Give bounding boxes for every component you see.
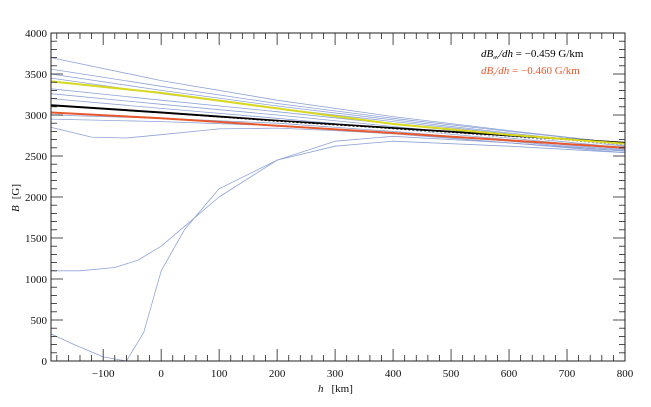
y-tick-label: 4000 [25,28,48,40]
x-tick-label: 0 [158,368,164,380]
series-line-14 [51,111,625,149]
series-line-0 [51,57,625,145]
y-tick-label: 2500 [25,151,48,163]
series-line-13 [51,106,625,146]
annotation-dBr: dBr/dh = −0.460 G/km [481,65,580,78]
axes: 0 500 1000 1500 2000 2500 3000 3500 4000 −100 0 100… [25,28,634,380]
plot-curves [51,57,625,361]
y-tick-label: 3000 [25,110,48,122]
series-line-10 [51,135,625,272]
y-tick-label: 2000 [25,192,48,204]
x-tick-label: 600 [501,368,518,380]
y-tick-label: 0 [42,356,48,368]
x-axis-label: h [km] [318,383,353,395]
series-line-4 [51,88,625,149]
series-line-9 [51,126,625,152]
axis-labels: h [km] B[G] [10,184,353,395]
series-line-5 [51,93,625,150]
series-line-15 [51,80,625,145]
series-line-11 [51,140,625,361]
annotation-dBav: dBav/dh = −0.459 G/km [481,48,584,61]
legend-annotations: dBav/dh = −0.459 G/km dBr/dh = −0.460 G/… [481,48,584,78]
x-tick-label: 100 [211,368,228,380]
x-tick-label: 800 [617,368,634,380]
y-axis-label: B[G] [10,184,22,212]
y-tick-label: 500 [31,315,48,327]
x-tick-label: 500 [443,368,460,380]
x-tick-label: 200 [269,368,286,380]
x-tick-label: 300 [327,368,344,380]
x-tick-label: −100 [92,368,115,380]
x-tick-label: 400 [385,368,402,380]
y-tick-label: 1500 [25,233,48,245]
series-line-1 [51,68,625,145]
y-tick-label: 1000 [25,274,48,286]
x-tick-label: 700 [559,368,576,380]
y-tick-label: 3500 [25,69,48,81]
series-line-2 [51,73,625,146]
